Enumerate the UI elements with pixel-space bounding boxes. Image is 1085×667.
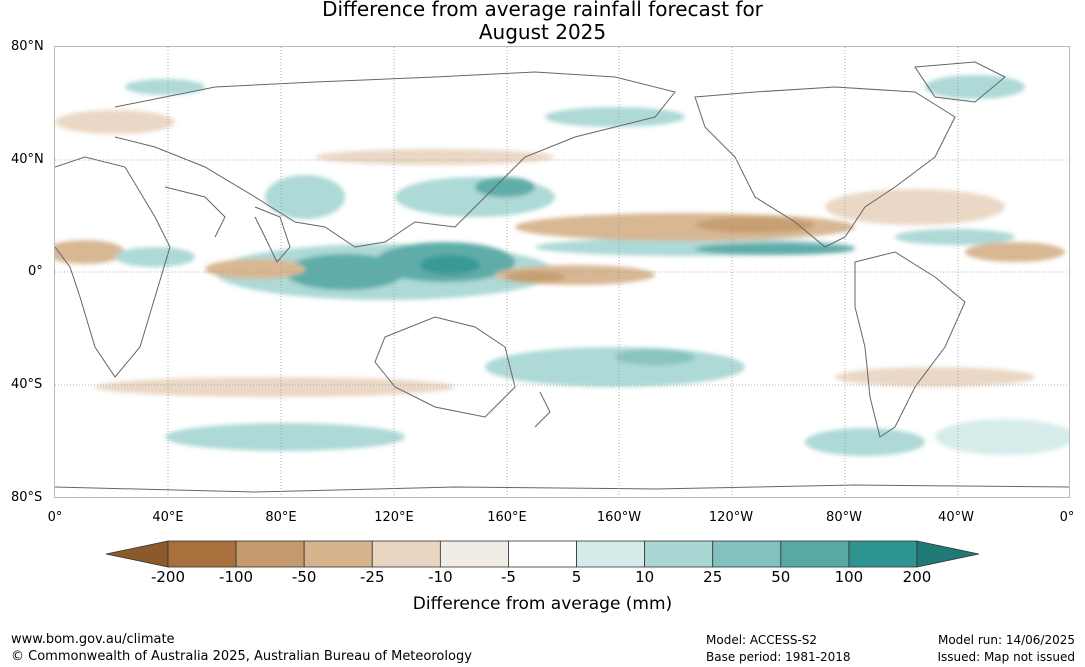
legend-extend-low <box>105 540 169 568</box>
lat-label-80n: 80°N <box>11 39 44 54</box>
footer-base-period: Base period: 1981-2018 <box>706 650 851 664</box>
lat-label-40n: 40°N <box>11 152 44 167</box>
title-line-1: Difference from average rainfall forecas… <box>322 0 763 21</box>
legend-swatch <box>644 540 714 568</box>
legend-swatch <box>371 540 441 568</box>
color-legend-bar <box>105 540 980 568</box>
legend-tick-label: -100 <box>219 568 254 586</box>
legend-swatch <box>508 540 577 568</box>
legend-tick-label: 5 <box>571 568 582 586</box>
legend-tick-label: 25 <box>703 568 723 586</box>
legend-tick-label: -10 <box>428 568 453 586</box>
lon-label-160e: 160°E <box>487 510 527 525</box>
lon-label-40e: 40°E <box>152 510 184 525</box>
footer-url[interactable]: www.bom.gov.au/climate <box>11 632 175 647</box>
legend-extend-high <box>916 540 980 568</box>
legend-tick-label: -50 <box>291 568 317 586</box>
legend-tick-label: -5 <box>500 568 516 586</box>
color-legend <box>105 538 980 570</box>
legend-tick-label: 100 <box>834 568 864 586</box>
lon-label-0: 0° <box>47 510 63 525</box>
footer-issued: Issued: Map not issued <box>937 650 1075 664</box>
rainfall-anomaly-map[interactable] <box>54 46 1070 498</box>
legend-swatch <box>780 540 850 568</box>
graticule <box>55 47 1069 497</box>
legend-swatch <box>167 540 237 568</box>
footer-model-run: Model run: 14/06/2025 <box>937 633 1075 647</box>
legend-tick-label: 200 <box>902 568 932 586</box>
legend-swatch <box>848 540 918 568</box>
map-title: Difference from average rainfall forecas… <box>0 0 1085 44</box>
legend-swatch <box>235 540 305 568</box>
footer-copyright: © Commonwealth of Australia 2025, Austra… <box>11 649 472 664</box>
legend-swatch <box>303 540 373 568</box>
lon-label-120e: 120°E <box>374 510 414 525</box>
lon-label-40w: 40°W <box>938 510 974 525</box>
map-svg <box>55 47 1069 497</box>
lon-label-120w: 120°W <box>708 510 754 525</box>
coastlines <box>55 61 1069 493</box>
anomaly-field <box>55 75 1069 456</box>
legend-tick-label: 50 <box>771 568 791 586</box>
legend-tick-label: -200 <box>150 568 186 586</box>
legend-tick-label: -25 <box>360 568 385 586</box>
lon-label-0-east: 0° <box>1059 510 1075 525</box>
legend-swatch <box>576 540 646 568</box>
legend-tick-label: 10 <box>635 568 655 586</box>
legend-unit-label: Difference from average (mm) <box>412 594 673 614</box>
legend-swatch <box>439 540 509 568</box>
lat-label-40s: 40°S <box>11 377 43 392</box>
legend-swatch <box>712 540 782 568</box>
lon-label-160w: 160°W <box>596 510 642 525</box>
lon-label-80w: 80°W <box>826 510 862 525</box>
lat-label-80s: 80°S <box>11 490 43 505</box>
title-line-2: August 2025 <box>478 20 607 44</box>
lon-label-80e: 80°E <box>265 510 297 525</box>
footer-model: Model: ACCESS-S2 <box>706 633 818 647</box>
lat-label-equator: 0° <box>28 264 43 279</box>
